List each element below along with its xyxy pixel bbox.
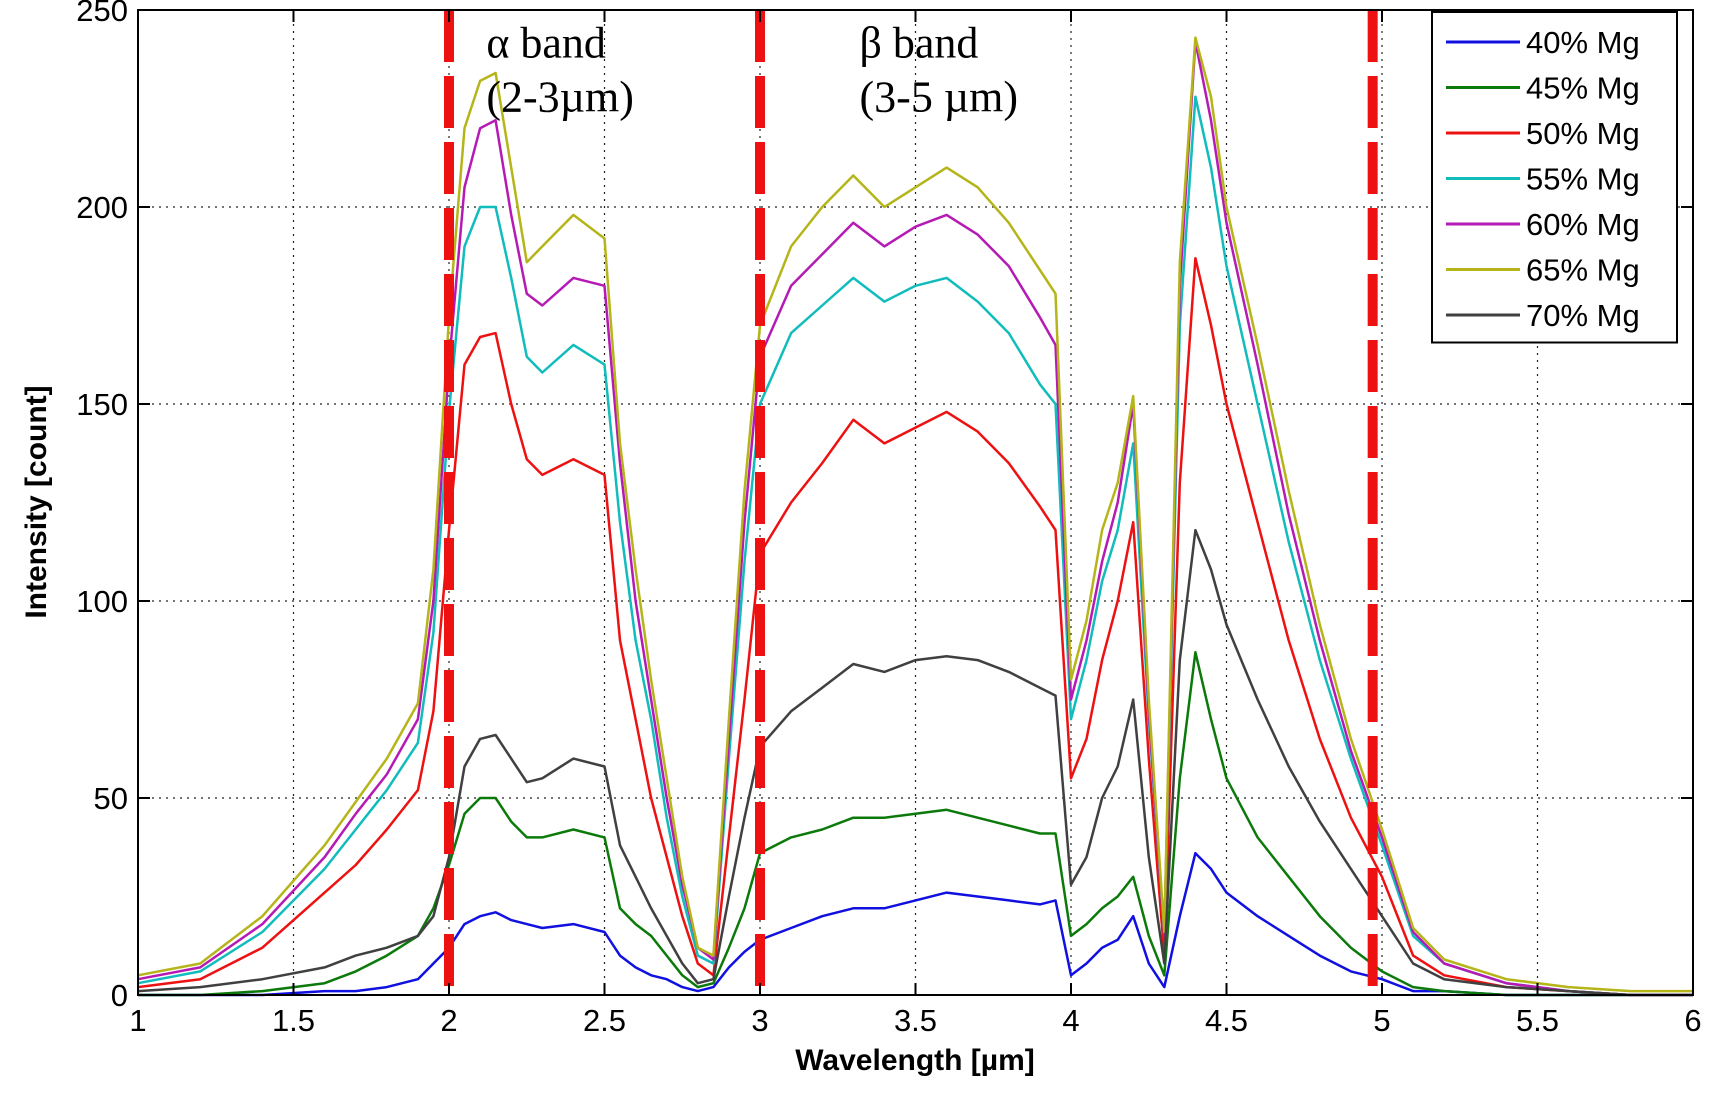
series-lines — [137, 36, 1693, 997]
y-tick-label: 100 — [76, 584, 128, 619]
axis-ticks: 1 1.5 2 2.5 3 3.5 4 4.5 5 5.5 6 0 50 100 150 200 250 — [76, 0, 1701, 1038]
band-markers — [444, 10, 1378, 995]
legend-label: 65% Mg — [1526, 253, 1640, 288]
x-tick-label: 1.5 — [272, 1003, 315, 1038]
x-tick-label: 5 — [1373, 1003, 1390, 1038]
legend-label: 70% Mg — [1526, 298, 1640, 333]
x-axis-title: Wavelength [µm] — [795, 1044, 1035, 1077]
x-tick-label: 1 — [129, 1003, 146, 1038]
band-label-0: α band — [486, 18, 606, 67]
legend: 40% Mg 45% Mg 50% Mg 55% Mg 60% Mg 65% Mg 70% … — [1431, 11, 1678, 344]
band-label-1: β band — [860, 18, 979, 67]
x-tick-label: 6 — [1684, 1003, 1701, 1038]
x-tick-label: 2 — [440, 1003, 457, 1038]
legend-label: 55% Mg — [1526, 162, 1640, 197]
series-line-1 — [138, 650, 1693, 997]
band-range-0: (2-3µm) — [486, 72, 634, 121]
series-line-0 — [138, 851, 1693, 997]
y-tick-label: 200 — [76, 190, 128, 225]
x-tick-label: 5.5 — [1516, 1003, 1559, 1038]
legend-label: 50% Mg — [1526, 116, 1640, 151]
band-annotations: α band (2-3µm) β band (3-5 µm) — [486, 18, 1018, 121]
y-tick-label: 250 — [76, 0, 128, 28]
x-tick-label: 4.5 — [1205, 1003, 1248, 1038]
series-line-3 — [137, 95, 1693, 997]
y-tick-label: 0 — [111, 978, 128, 1013]
legend-label: 60% Mg — [1526, 207, 1640, 242]
legend-label: 40% Mg — [1526, 25, 1640, 60]
x-tick-label: 2.5 — [583, 1003, 626, 1038]
series-line-5 — [137, 36, 1693, 993]
y-tick-label: 50 — [94, 781, 128, 816]
x-tick-label: 3.5 — [894, 1003, 937, 1038]
series-line-6 — [137, 528, 1693, 997]
y-axis-title: Intensity [count] — [20, 385, 53, 618]
band-range-1: (3-5 µm) — [860, 72, 1019, 121]
x-tick-label: 4 — [1062, 1003, 1079, 1038]
x-tick-label: 3 — [751, 1003, 768, 1038]
y-tick-label: 150 — [76, 387, 128, 422]
legend-label: 45% Mg — [1526, 71, 1640, 106]
series-line-2 — [137, 256, 1693, 997]
series-line-4 — [137, 40, 1693, 997]
